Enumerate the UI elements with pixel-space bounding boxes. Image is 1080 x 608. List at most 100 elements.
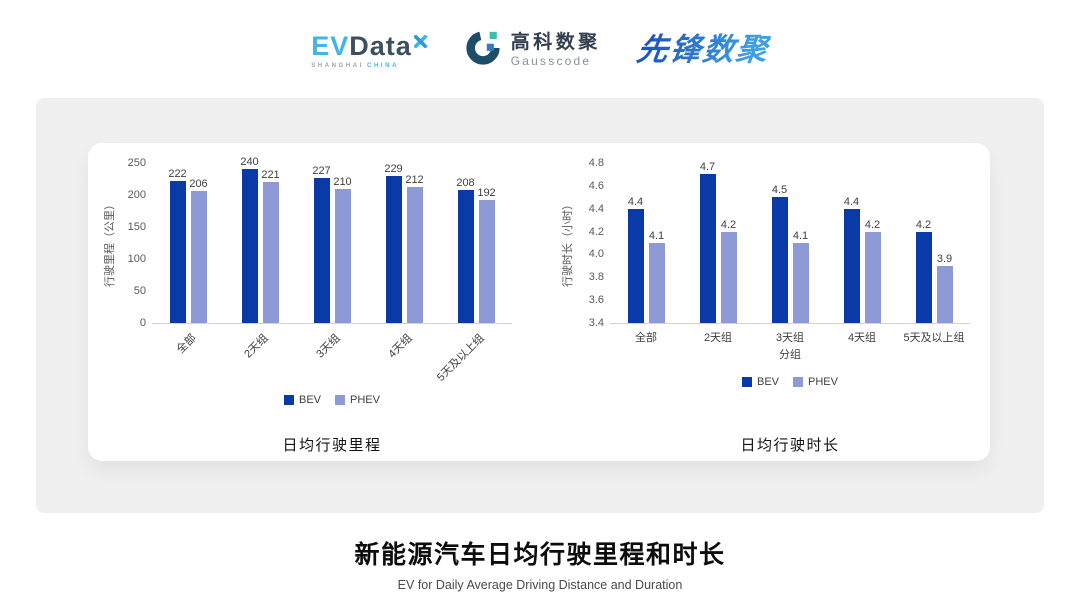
bar-phev: 206 [189,178,208,323]
gausscode-logo-icon [464,29,502,72]
legend-item-phev: PHEV [335,394,380,406]
bar-value-label: 3.9 [936,252,953,265]
evdata-ev-text: EV [311,31,350,61]
bar-phev: 192 [477,187,496,323]
x-axis-labels: 全部 2天组 3天组 4天组 5天及以上组 [610,324,970,344]
y-axis-title: 行驶时长（小时） [558,163,576,323]
bar-value-label: 4.2 [864,218,881,231]
legend-swatch-phev [793,377,804,387]
bar-group: 222 206 [168,168,208,323]
y-tick-label: 3.4 [588,317,604,329]
bar-phev: 4.1 [648,230,665,323]
bar-value-label: 212 [405,174,424,187]
bar-value-label: 208 [456,176,475,189]
bar-group: 229 212 [384,163,424,323]
gausscode-wordmark: 高科数聚 Gausscode [511,32,601,68]
chart-main: 4.4 4.1 4.7 4.2 4.5 4.1 4.4 4.2 4.2 3.9 全部 2天组 3天组 4天… [610,161,970,455]
legend-label: BEV [299,394,322,406]
y-tick-label: 50 [133,285,146,297]
y-tick-label: 100 [127,253,146,265]
bar-bev: 222 [168,168,187,323]
bar-phev: 4.1 [792,230,809,323]
bar-group: 4.4 4.1 [627,196,665,323]
legend: BEV PHEV [610,376,970,388]
header-logos: EV Data SHANGHAI CHINA [0,0,1080,88]
y-tick-label: 3.6 [588,294,604,307]
y-axis-title-text: 行驶里程（公里） [104,199,116,287]
x-tick-label: 全部 [635,332,657,344]
y-axis-ticks: 0 50 100 150 200 250 [118,157,152,329]
bar-group: 240 221 [240,156,280,323]
bar-phev: 4.2 [720,219,737,323]
logo-xianfeng: 先锋数聚 [634,32,772,67]
x-tick-label: 5天及以上组 [903,332,965,344]
y-axis-title-text: 行驶时长（小时） [562,199,574,287]
bar-bev: 229 [384,163,403,323]
legend-swatch-phev [335,395,346,405]
x-tick-label: 4天组 [847,332,877,344]
y-axis-title: 行驶里程（公里） [100,163,118,323]
x-tick-label: 5天及以上组 [434,332,487,384]
legend-label: PHEV [350,394,380,406]
legend-swatch-bev [284,395,294,405]
y-tick-label: 3.8 [588,271,604,284]
legend-item-bev: BEV [284,394,321,406]
bar-group: 4.2 3.9 [915,219,953,323]
gausscode-cn-text: 高科数聚 [510,32,601,53]
x-tick-label: 4天组 [386,332,415,361]
x-tick-label: 3天组 [314,332,343,361]
bar-value-label: 229 [384,163,403,176]
evdata-shanghai-text: SHANGHAI [311,63,365,69]
chart-daily-driving-duration: 行驶时长（小时） 3.4 3.6 3.8 4.0 4.2 4.4 4.6 4.8 4.4 4.1 4.… [558,157,970,461]
bar-bev: 4.4 [843,196,860,323]
bar-value-label: 4.1 [648,230,665,242]
y-axis-ticks: 3.4 3.6 3.8 4.0 4.2 4.4 4.6 4.8 [576,157,610,329]
evdata-subtext: SHANGHAI CHINA [311,63,399,69]
y-tick-label: 150 [127,221,146,233]
y-tick-label: 4.8 [588,157,604,169]
evdata-data-text: Data [349,31,412,61]
plot-area: 4.4 4.1 4.7 4.2 4.5 4.1 4.4 4.2 4.2 3.9 [610,161,970,324]
x-tick-label: 2天组 [242,332,271,361]
chart-caption: 日均行驶时长 [740,437,840,454]
bar-value-label: 4.5 [771,184,788,197]
bar-bev: 4.2 [915,219,932,323]
chart-daily-driving-distance: 行驶里程（公里） 0 50 100 150 200 250 222 206 240 221 227 21… [100,156,512,461]
bar-bev: 4.4 [627,196,644,323]
bar-group: 4.7 4.2 [699,161,737,323]
evdata-wordmark: EV Data [311,31,428,61]
y-tick-label: 4.4 [588,202,604,215]
bar-phev: 3.9 [936,253,953,323]
y-tick-label: 4.6 [588,179,604,192]
bar-value-label: 4.2 [720,218,737,231]
y-tick-label: 200 [127,189,146,201]
x-tick-label: 全部 [174,332,199,357]
bar-phev: 210 [333,176,352,323]
logo-evdata: EV Data SHANGHAI CHINA [311,31,428,69]
page-subtitle: EV for Daily Average Driving Distance an… [397,578,683,592]
bar-value-label: 4.4 [627,195,644,208]
bar-value-label: 4.2 [915,218,932,231]
bar-value-label: 240 [240,156,259,169]
bar-bev: 4.5 [771,184,788,323]
bar-value-label: 227 [312,164,331,177]
bar-value-label: 210 [333,175,352,188]
y-tick-label: 250 [127,157,146,169]
y-tick-label: 4.0 [588,248,604,261]
y-tick-label: 0 [139,317,146,329]
page-title: 新能源汽车日均行驶里程和时长 [354,541,726,569]
legend: BEV PHEV [152,394,512,406]
bar-bev: 4.7 [699,161,716,323]
charts-card: 行驶里程（公里） 0 50 100 150 200 250 222 206 240 221 227 21… [36,98,1044,513]
bar-phev: 212 [405,174,424,323]
bar-group: 4.5 4.1 [771,184,809,323]
bar-value-label: 206 [189,178,208,191]
legend-swatch-bev [742,377,752,387]
legend-label: PHEV [808,376,838,388]
legend-item-phev: PHEV [793,376,838,388]
evdata-x-icon [413,25,428,55]
bar-group: 208 192 [456,177,496,323]
bar-value-label: 4.7 [699,161,716,174]
bar-value-label: 192 [477,187,496,200]
y-tick-label: 4.2 [588,225,604,238]
